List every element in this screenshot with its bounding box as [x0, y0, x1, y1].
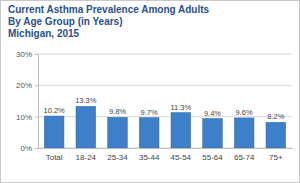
data-label: 11.3%	[170, 103, 191, 112]
bars	[44, 106, 285, 148]
bar	[44, 116, 64, 148]
y-axis: 0% 10% 20% 30%	[16, 50, 39, 153]
data-label: 9.7%	[141, 108, 158, 117]
bar	[203, 119, 223, 148]
grid-line	[38, 85, 292, 86]
grid-line	[38, 54, 292, 55]
x-tick: Total	[46, 148, 63, 162]
data-label: 9.4%	[204, 109, 221, 118]
title: Current Asthma Prevalence Among AdultsBy…	[8, 4, 210, 39]
x-tick: 18-24	[76, 148, 97, 162]
y-tick-label: 20%	[16, 81, 32, 90]
bar	[139, 118, 159, 148]
y-tick: 30%	[16, 50, 38, 59]
title-line: Current Asthma Prevalence Among Adults	[8, 4, 210, 15]
data-labels: 10.2% 13.3% 9.8% 9.7% 11.3% 9.4% 9.6% 8.2%	[44, 96, 285, 121]
x-axis: Total 18-24 25-34 35-44 45-54 55-64 65-74 75+	[39, 148, 293, 162]
chart: Current Asthma Prevalence Among AdultsBy…	[0, 0, 300, 183]
data-label: 10.2%	[44, 106, 66, 115]
title-line: Michigan, 2015	[8, 28, 80, 39]
x-tick-label: 45-54	[171, 153, 192, 162]
x-tick: 45-54	[171, 148, 192, 162]
bar	[108, 117, 128, 148]
x-tick-label: 55-64	[202, 153, 223, 162]
data-label: 8.2%	[267, 112, 284, 121]
x-tick-label: Total	[46, 153, 63, 162]
y-tick-mark	[35, 117, 38, 118]
grid	[38, 54, 292, 148]
data-label: 9.6%	[236, 108, 253, 117]
y-tick: 10%	[16, 113, 38, 122]
bar	[171, 113, 191, 148]
y-tick: 0%	[20, 144, 38, 153]
x-tick: 75+	[269, 148, 283, 162]
y-tick-label: 0%	[20, 144, 32, 153]
bar	[266, 122, 286, 148]
title-line: By Age Group (in Years)	[8, 16, 122, 27]
data-label: 13.3%	[75, 96, 97, 105]
x-tick: 25-34	[107, 148, 128, 162]
y-tick-mark	[35, 85, 38, 86]
y-tick-mark	[35, 54, 38, 55]
x-tick: 55-64	[202, 148, 223, 162]
x-tick-label: 65-74	[234, 153, 255, 162]
bar	[76, 106, 96, 148]
x-tick-label: 18-24	[76, 153, 97, 162]
data-label: 9.8%	[109, 107, 126, 116]
x-tick-label: 35-44	[139, 153, 160, 162]
y-tick-label: 10%	[16, 113, 32, 122]
bar	[234, 118, 254, 148]
x-tick-label: 25-34	[107, 153, 128, 162]
y-tick-mark	[35, 148, 38, 149]
x-tick: 35-44	[139, 148, 160, 162]
x-tick: 65-74	[234, 148, 255, 162]
x-tick-label: 75+	[269, 153, 283, 162]
plot: 0% 10% 20% 30% Total 18-24 25-34 35-44 45-54 55-6…	[16, 50, 293, 162]
x-axis-line	[39, 148, 293, 149]
chart-frame	[1, 1, 300, 183]
y-axis-line	[35, 55, 39, 149]
y-tick: 20%	[16, 81, 38, 90]
y-tick-label: 30%	[16, 50, 32, 59]
